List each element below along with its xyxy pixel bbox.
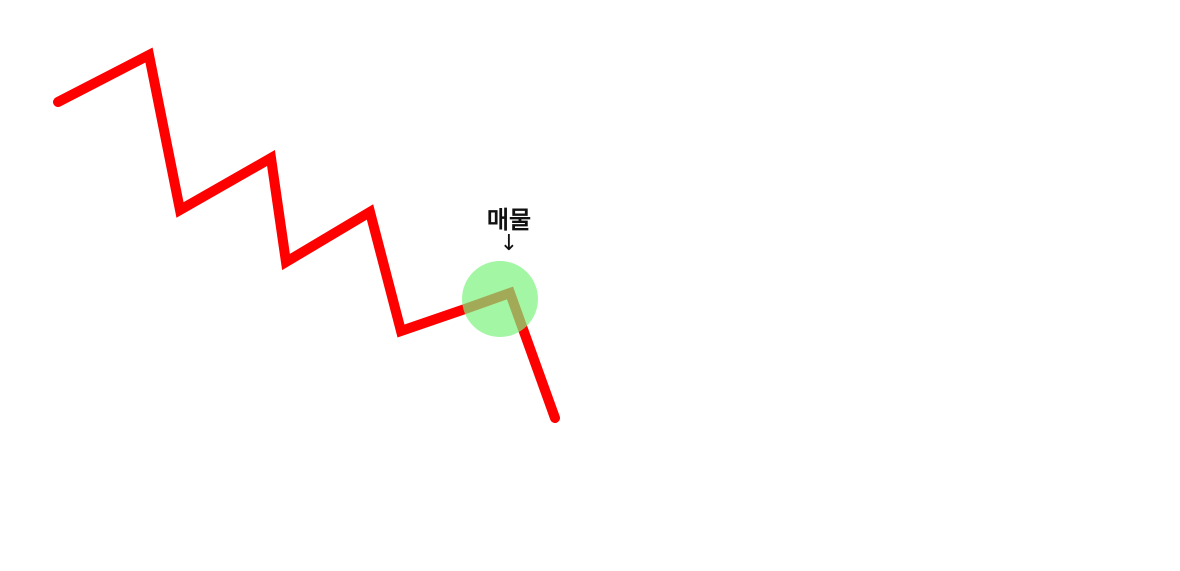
supply-label: 매물	[486, 206, 532, 234]
down-arrow-icon: ↓	[499, 231, 519, 256]
highlight-circle-icon	[462, 261, 538, 337]
price-decline-line	[53, 47, 560, 423]
